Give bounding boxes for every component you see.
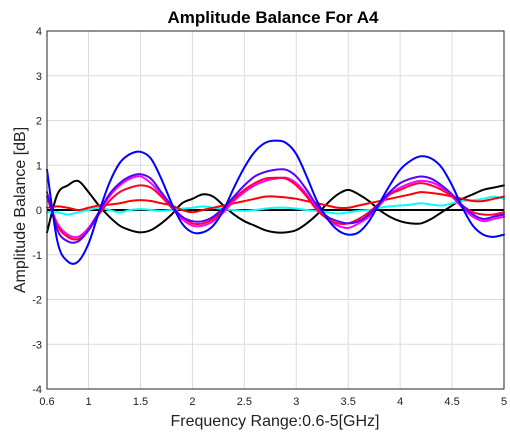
y-tick-label: 3 (36, 71, 42, 83)
chart-title: Amplitude Balance For A4 (168, 8, 380, 27)
y-tick-label: 4 (36, 26, 42, 38)
x-tick-label: 3.5 (341, 396, 356, 408)
y-tick-labels: -4 -3 -2 -1 0 1 2 3 4 (32, 26, 42, 396)
series-line-7 (46, 139, 505, 265)
series-line-1 (46, 179, 505, 234)
y-tick-label: 0 (36, 205, 42, 217)
y-tick-label: -3 (32, 339, 42, 351)
y-tick-label: 1 (36, 160, 42, 172)
series-line-3 (46, 191, 505, 214)
x-tick-labels: 0.6 1 1.5 2 2.5 3 3.5 4 4.5 5 (39, 396, 507, 408)
y-tick-label: 2 (36, 116, 42, 128)
x-tick-label: 1.5 (133, 396, 148, 408)
x-tick-label: 3 (293, 396, 299, 408)
x-tick-label: 4.5 (444, 396, 459, 408)
x-tick-label: 1 (85, 396, 91, 408)
x-tick-label: 2.5 (237, 396, 252, 408)
series-line-2 (46, 195, 505, 216)
x-tick-label: 2 (189, 396, 195, 408)
y-tick-label: -2 (32, 295, 42, 307)
y-tick-label: -1 (32, 250, 42, 262)
series-line-6 (46, 168, 505, 244)
y-axis-label: Amplitude Balance [dB] (12, 127, 29, 293)
y-tick-label: -4 (32, 384, 42, 396)
plot-frame (46, 30, 505, 390)
x-tick-label: 4 (397, 396, 403, 408)
x-tick-label: 5 (501, 396, 507, 408)
x-axis-label: Frequency Range:0.6-5[GHz] (171, 413, 380, 430)
series-line-5 (46, 176, 505, 241)
series-group (46, 139, 505, 265)
x-tick-label: 0.6 (39, 396, 54, 408)
